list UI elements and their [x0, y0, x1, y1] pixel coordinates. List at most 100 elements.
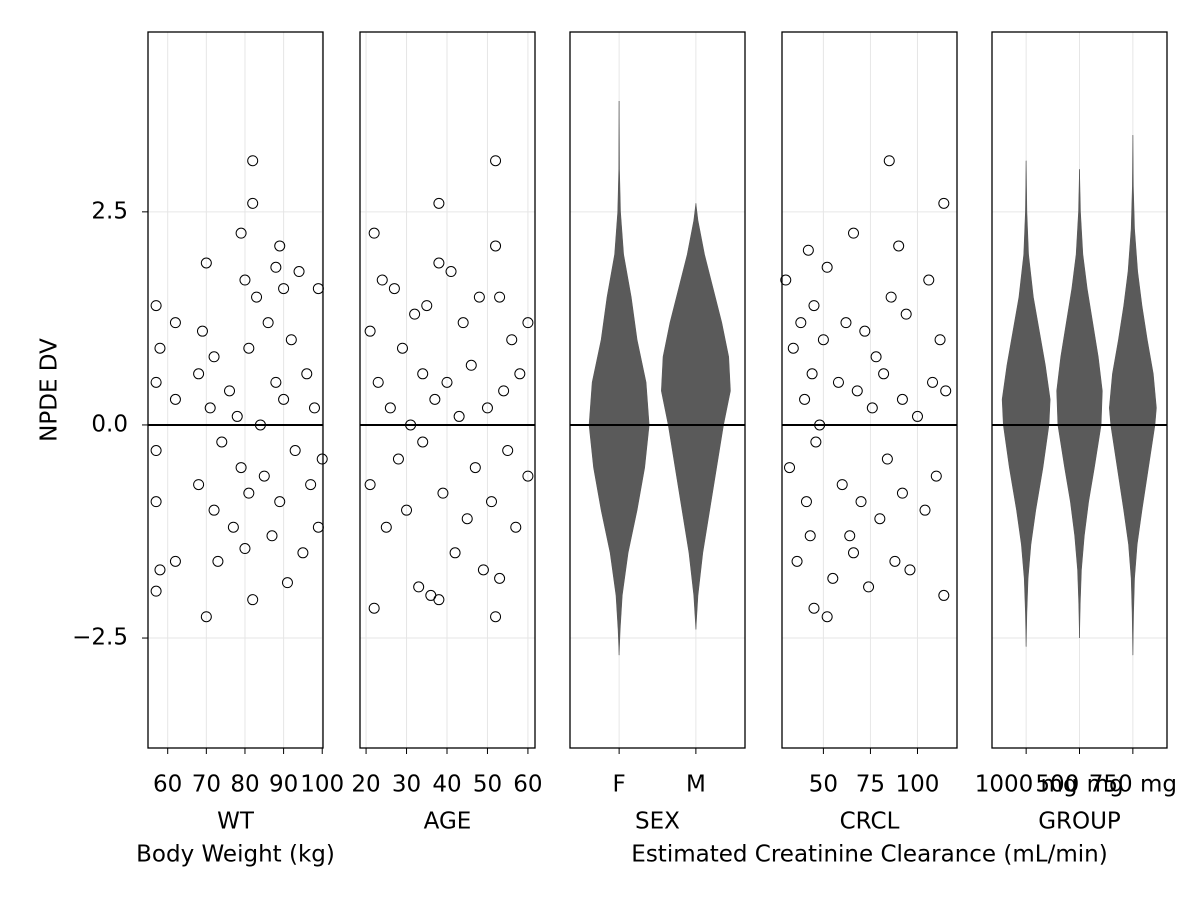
point: [285, 334, 297, 346]
violin-right: [1132, 135, 1157, 656]
x-axis-label: SEX: [635, 809, 680, 835]
point: [401, 504, 413, 516]
point: [465, 359, 477, 371]
point: [827, 572, 839, 584]
x-tick-label: 50: [473, 772, 502, 798]
point: [243, 342, 255, 354]
point: [780, 274, 792, 286]
point: [417, 368, 429, 380]
point: [429, 393, 441, 405]
point: [514, 368, 526, 380]
panel-frame: [359, 31, 536, 749]
x-axis-sublabel: Body Weight (kg): [136, 842, 335, 868]
point: [896, 487, 908, 499]
point: [193, 479, 205, 491]
point: [911, 410, 923, 422]
point: [270, 376, 282, 388]
point: [851, 385, 863, 397]
point: [262, 317, 274, 329]
point: [150, 300, 162, 312]
point: [881, 453, 893, 465]
point: [150, 585, 162, 597]
point: [305, 479, 317, 491]
point: [154, 342, 166, 354]
point: [848, 227, 860, 239]
x-tick-label: 60: [153, 772, 182, 798]
point: [421, 300, 433, 312]
point: [150, 376, 162, 388]
point: [247, 155, 259, 167]
point: [235, 462, 247, 474]
y-tick-label: 2.5: [91, 198, 128, 224]
point: [844, 530, 856, 542]
point: [216, 436, 228, 448]
point: [799, 393, 811, 405]
point: [150, 496, 162, 508]
point: [883, 155, 895, 167]
point: [433, 257, 445, 269]
violin-right: [618, 101, 650, 656]
point: [461, 513, 473, 525]
point: [368, 602, 380, 614]
point: [923, 274, 935, 286]
point: [289, 445, 301, 457]
point: [251, 291, 263, 303]
point: [800, 496, 812, 508]
point: [522, 317, 534, 329]
point: [417, 436, 429, 448]
point: [900, 308, 912, 320]
point: [270, 261, 282, 273]
point: [193, 368, 205, 380]
point: [486, 496, 498, 508]
point: [522, 470, 534, 482]
point: [364, 479, 376, 491]
point: [154, 564, 166, 576]
point: [506, 334, 518, 346]
point: [266, 530, 278, 542]
point: [791, 555, 803, 567]
point: [258, 470, 270, 482]
point: [938, 589, 950, 601]
point: [409, 308, 421, 320]
point: [239, 274, 251, 286]
point: [896, 393, 908, 405]
y-axis-label: NPDE DV: [37, 338, 63, 442]
point: [453, 410, 465, 422]
point: [874, 513, 886, 525]
point: [808, 602, 820, 614]
x-tick-label: 40: [432, 772, 461, 798]
x-tick-label: 50: [809, 772, 838, 798]
point: [804, 530, 816, 542]
point: [855, 496, 867, 508]
point: [204, 402, 216, 414]
point: [372, 376, 384, 388]
x-axis-label: AGE: [424, 809, 472, 835]
point: [433, 594, 445, 606]
panel-frame: [569, 31, 746, 749]
x-axis-label: WT: [217, 809, 255, 835]
point: [150, 445, 162, 457]
point: [235, 227, 247, 239]
point: [927, 376, 939, 388]
violin-left: [1109, 135, 1134, 656]
point: [481, 402, 493, 414]
point: [278, 283, 290, 295]
point: [836, 479, 848, 491]
x-tick-label: 70: [192, 772, 221, 798]
x-tick-label: 90: [269, 772, 298, 798]
point: [498, 385, 510, 397]
point: [413, 581, 425, 593]
point: [848, 547, 860, 559]
point: [919, 504, 931, 516]
point: [445, 266, 457, 278]
violin-left: [588, 101, 620, 656]
x-tick-label: 30: [392, 772, 421, 798]
point: [239, 543, 251, 555]
point: [817, 334, 829, 346]
point: [200, 611, 212, 623]
point: [293, 266, 305, 278]
point: [368, 227, 380, 239]
x-tick-label: M: [686, 772, 706, 798]
point: [863, 581, 875, 593]
point: [510, 521, 522, 533]
